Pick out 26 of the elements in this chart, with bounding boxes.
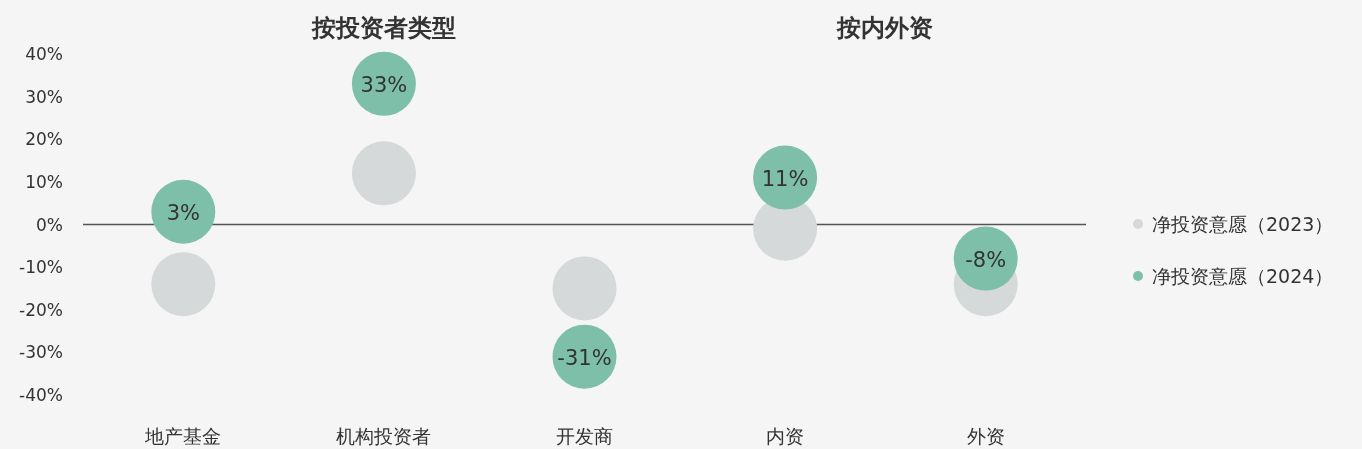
data-label: 33% <box>360 72 408 97</box>
data-label: 11% <box>761 166 809 191</box>
y-tick-label: 0% <box>36 214 63 235</box>
y-tick-label: -20% <box>19 299 63 320</box>
y-tick-label: 40% <box>25 44 63 64</box>
y-tick-label: -30% <box>19 342 63 363</box>
point <box>351 141 416 206</box>
y-tick-label: 10% <box>25 171 63 192</box>
x-tick-label: 外资 <box>966 425 1005 447</box>
point <box>552 256 617 321</box>
data-label: 3% <box>166 200 200 225</box>
data-label: -8% <box>965 247 1007 272</box>
point <box>151 252 216 317</box>
data-label: -31% <box>557 345 612 370</box>
y-tick-label: 20% <box>25 129 63 150</box>
x-tick-label: 内资 <box>766 425 805 447</box>
x-tick-label: 地产基金 <box>144 425 222 447</box>
text: 按投资者类型 <box>310 14 456 42</box>
x-tick-label: 开发商 <box>556 425 613 447</box>
y-tick-label: -40% <box>19 385 63 405</box>
legend-label: 净投资意愿（2024） <box>1152 265 1334 287</box>
legend-label: 净投资意愿（2023） <box>1152 213 1334 235</box>
x-tick-label: 机构投资者 <box>336 425 432 447</box>
y-tick-label: -10% <box>19 257 63 278</box>
text: 按内外资 <box>836 14 934 42</box>
y-tick-label: 30% <box>25 86 63 107</box>
